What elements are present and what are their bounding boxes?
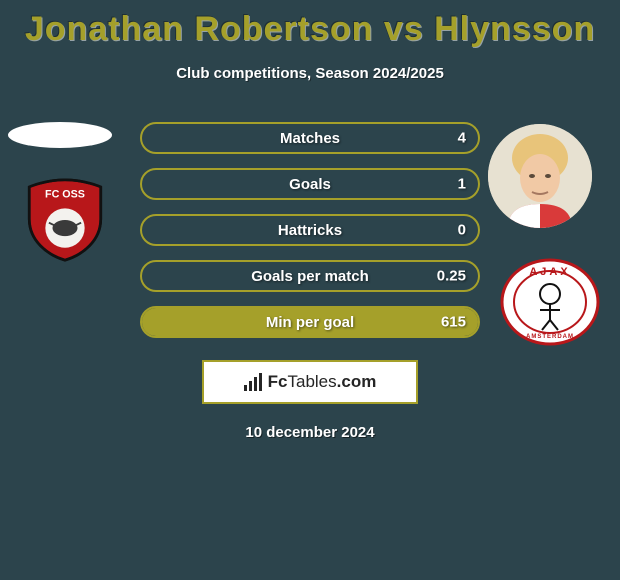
club-badge-left-text: FC OSS [45,189,85,201]
stat-label: Hattricks [278,222,342,239]
club-badge-right-icon: AJAX AMSTERDAM [500,258,600,346]
club-right-subtext: AMSTERDAM [526,334,574,340]
player-photo-right [488,124,592,228]
stat-row: Hattricks 0 [140,214,480,246]
fctables-logo: FcTables.com [202,360,418,404]
stat-row: Matches 4 [140,122,480,154]
club-badge-left-icon: FC OSS [20,178,110,262]
page-title: Jonathan Robertson vs Hlynsson [0,0,620,49]
logo-text: FcTables.com [268,372,377,392]
stat-value-right: 1 [458,176,466,193]
logo-bars-icon [244,373,262,391]
date-text: 10 december 2024 [0,424,620,441]
stat-label: Min per goal [266,314,354,331]
stat-label: Matches [280,130,340,147]
stat-label: Goals per match [251,268,369,285]
stat-value-right: 0.25 [437,268,466,285]
stat-label: Goals [289,176,331,193]
stat-value-right: 0 [458,222,466,239]
stat-value-right: 615 [441,314,466,331]
player-left-placeholder [8,122,112,148]
stat-row: Goals per match 0.25 [140,260,480,292]
subtitle: Club competitions, Season 2024/2025 [0,65,620,82]
stat-row: Goals 1 [140,168,480,200]
stat-row: Min per goal 615 [140,306,480,338]
club-right-text: AJAX [529,266,570,278]
stat-value-right: 4 [458,130,466,147]
